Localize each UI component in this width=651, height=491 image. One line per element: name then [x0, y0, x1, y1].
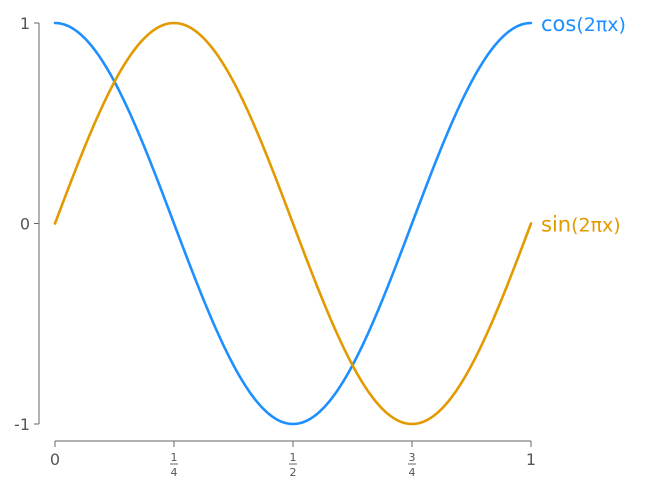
x-tick-label: 0 — [50, 450, 60, 469]
series-label-func: sin — [541, 213, 571, 237]
series-labels: cos(2πx)sin(2πx) — [541, 12, 626, 237]
series-line-cos — [53, 21, 533, 426]
y-tick-label: 1 — [20, 14, 30, 33]
x-tick-label-fraction: 12 — [289, 451, 297, 479]
fraction-denominator: 4 — [409, 466, 416, 479]
series-label-arg: (2πx) — [571, 215, 621, 237]
y-tick-label: 0 — [20, 215, 30, 234]
series-line-sin — [53, 21, 533, 426]
fraction-numerator: 1 — [290, 451, 297, 464]
x-tick-label-fraction: 34 — [408, 451, 416, 479]
y-tick-label: -1 — [14, 415, 30, 434]
series-label-arg: (2πx) — [576, 14, 626, 36]
series-label-cos: cos(2πx) — [541, 12, 626, 36]
fraction-numerator: 1 — [171, 451, 178, 464]
plot-area — [53, 21, 533, 426]
x-tick-label: 1 — [526, 450, 536, 469]
fraction-denominator: 2 — [290, 466, 297, 479]
series-label-func: cos — [541, 12, 576, 36]
series-label-sin: sin(2πx) — [541, 213, 621, 237]
x-tick-label-fraction: 14 — [170, 451, 178, 479]
fraction-numerator: 3 — [409, 451, 416, 464]
fraction-denominator: 4 — [171, 466, 178, 479]
